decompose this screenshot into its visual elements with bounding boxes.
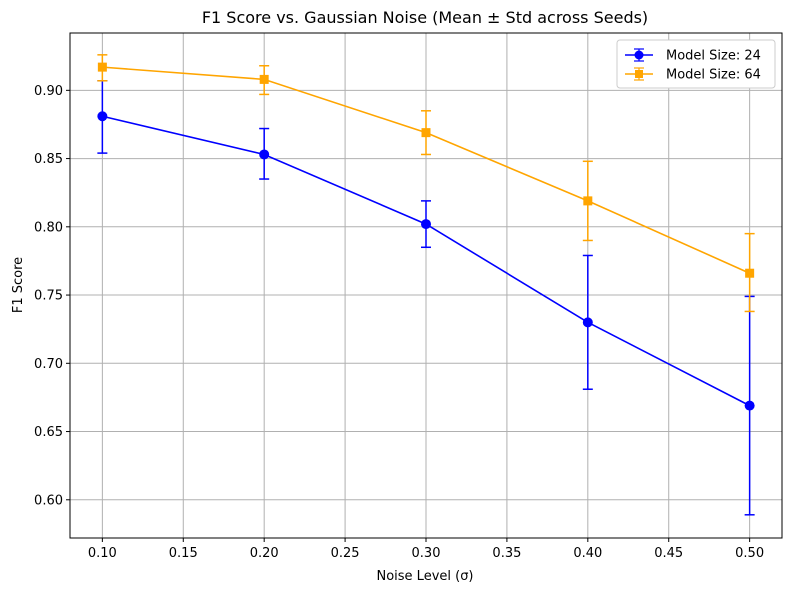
x-tick-label: 0.15 <box>169 546 198 561</box>
y-tick-label: 0.75 <box>34 289 63 304</box>
data-point <box>421 128 431 138</box>
x-tick-label: 0.40 <box>573 546 602 561</box>
y-tick-label: 0.70 <box>34 357 63 372</box>
data-point <box>744 400 755 411</box>
legend-marker <box>635 70 643 78</box>
data-point <box>583 196 593 206</box>
chart-title: F1 Score vs. Gaussian Noise (Mean ± Std … <box>202 8 648 27</box>
legend-marker <box>634 50 644 60</box>
y-tick-label: 0.85 <box>34 152 63 167</box>
legend-label: Model Size: 24 <box>666 49 761 64</box>
data-point <box>97 111 108 122</box>
x-tick-label: 0.25 <box>331 546 360 561</box>
y-tick-label: 0.80 <box>34 220 63 235</box>
data-point <box>97 62 107 72</box>
series-layer <box>97 54 755 516</box>
data-point <box>259 149 270 160</box>
x-tick-label: 0.20 <box>250 546 279 561</box>
series-1 <box>97 80 755 516</box>
x-tick-label: 0.30 <box>412 546 441 561</box>
y-tick-label: 0.65 <box>34 425 63 440</box>
legend: Model Size: 24 Model Size: 64 <box>616 39 776 89</box>
x-tick-label: 0.10 <box>88 546 117 561</box>
data-point <box>421 219 431 230</box>
series-2 <box>97 54 755 313</box>
legend-label: Model Size: 64 <box>666 68 761 83</box>
grid <box>70 33 782 538</box>
data-point <box>259 74 269 84</box>
x-tick-label: 0.50 <box>735 546 764 561</box>
y-tick-label: 0.90 <box>34 84 63 99</box>
ticks: 0.10 0.15 0.20 0.25 0.30 0.35 0.40 0.45 0.50 0.60… <box>34 84 764 561</box>
data-point <box>745 268 755 278</box>
legend-box <box>616 39 776 89</box>
x-tick-label: 0.45 <box>654 546 683 561</box>
y-axis-label: F1 Score <box>11 257 26 313</box>
x-axis-label: Noise Level (σ) <box>376 569 473 584</box>
data-point <box>582 317 593 328</box>
x-tick-label: 0.35 <box>492 546 521 561</box>
y-tick-label: 0.60 <box>34 493 63 508</box>
